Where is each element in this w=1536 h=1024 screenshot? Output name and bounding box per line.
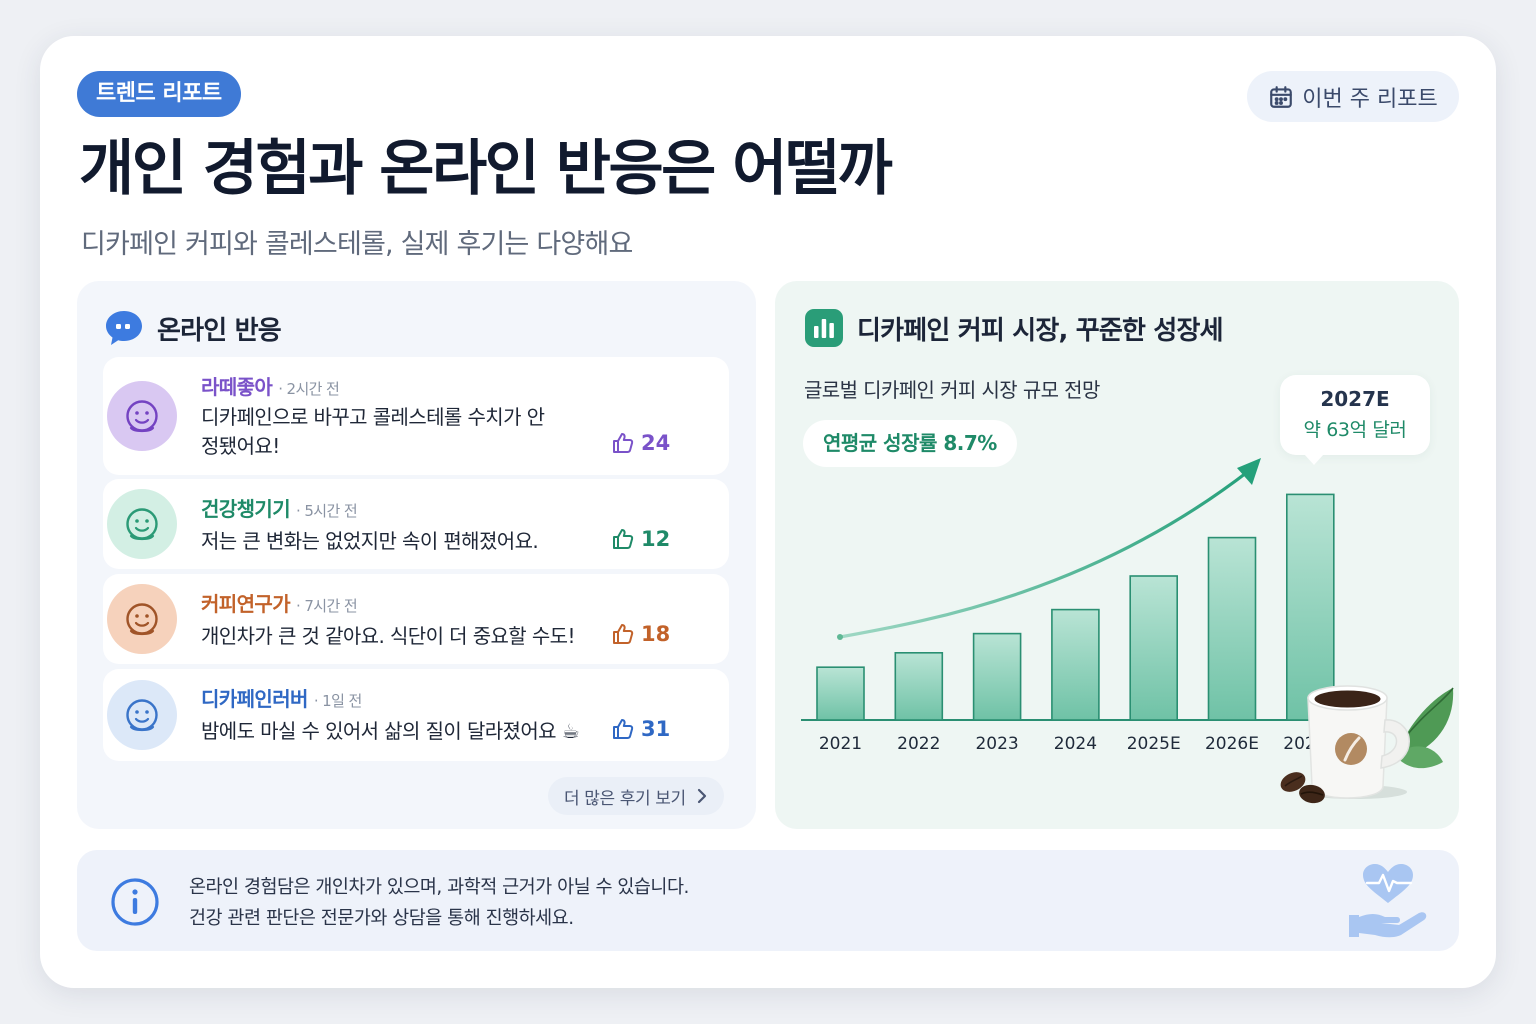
trend-report-badge: 트렌드 리포트 [77,71,241,117]
chart-panel-header: 디카페인 커피 시장, 꾸준한 성장세 [803,307,1224,349]
reviewer-name: 건강챙기기 · 5시간 전 [201,493,358,522]
bar-2022 [894,652,944,721]
review-card[interactable]: 커피연구가 · 7시간 전 개인차가 큰 것 같아요. 식단이 더 중요할 수도!… [103,574,729,664]
review-time: · 1일 전 [313,692,362,710]
review-text: 개인차가 큰 것 같아요. 식단이 더 중요할 수도! [201,624,575,648]
review-card[interactable]: 라떼좋아 · 2시간 전 디카페인으로 바꾸고 콜레스테롤 수치가 안정됐어요! … [103,357,729,475]
avatar [107,584,177,654]
like-count: 31 [641,717,671,741]
thumbs-up-icon [611,527,635,551]
review-time: · 7시간 전 [296,597,358,615]
x-tick-label: 2026E [1205,734,1259,754]
review-card[interactable]: 건강챙기기 · 5시간 전 저는 큰 변화는 없었지만 속이 편해졌어요. 12 [103,479,729,569]
avatar [107,680,177,750]
reviewer-name-text: 디카페인러버 [201,687,308,711]
bar-2026E [1207,536,1257,721]
review-card[interactable]: 디카페인러버 · 1일 전 밤에도 마실 수 있어서 삶의 질이 달라졌어요 ☕ … [103,669,729,761]
bar-2024 [1051,608,1100,721]
like-button[interactable]: 31 [611,717,670,741]
review-text: 저는 큰 변화는 없었지만 속이 편해졌어요. [201,529,539,553]
heart-in-hand-icon [1349,864,1427,938]
like-count: 18 [641,622,671,646]
reviewer-name: 커피연구가 · 7시간 전 [201,588,358,617]
like-button[interactable]: 12 [611,527,670,551]
this-week-report-button[interactable]: 이번 주 리포트 [1247,71,1459,122]
chat-bubble-icon [106,311,142,345]
review-time: · 2시간 전 [278,380,340,398]
x-tick-label: 2024 [1054,734,1097,754]
chart-subtitle: 글로벌 디카페인 커피 시장 규모 전망 [804,378,1100,402]
thumbs-up-icon [611,431,635,455]
callout-year: 2027E [1320,387,1390,411]
reviewer-name: 라떼좋아 · 2시간 전 [201,371,340,400]
smiley-face-icon [123,397,161,435]
notice-line-1: 온라인 경험담은 개인차가 있으며, 과학적 근거가 아닐 수 있습니다. [189,877,689,898]
like-button[interactable]: 24 [611,431,670,455]
trend-arrow-head [1237,458,1261,485]
info-icon [111,878,159,926]
like-count: 12 [641,527,671,551]
avatar [107,489,177,559]
week-button-label: 이번 주 리포트 [1302,86,1438,112]
x-tick-label: 2021 [819,734,862,754]
bar-2027E [1285,493,1335,721]
reviews-panel-header: 온라인 반응 [103,307,282,349]
reviewer-name-text: 라떼좋아 [201,375,273,399]
reviewer-name: 디카페인러버 · 1일 전 [201,683,362,712]
x-tick-label: 2025E [1127,734,1181,754]
bar-2021 [816,666,865,721]
notice-line-2: 건강 관련 판단은 전문가와 상담을 통해 진행하세요. [189,908,574,929]
page-subtitle: 디카페인 커피와 콜레스테롤, 실제 후기는 다양해요 [81,229,633,260]
cagr-badge: 연평균 성장률 8.7% [803,420,1017,467]
smiley-face-icon [123,505,161,543]
reviewer-name-text: 커피연구가 [201,592,291,616]
like-button[interactable]: 18 [611,622,670,646]
reviews-panel-title: 온라인 반응 [157,315,282,346]
chart-panel-title: 디카페인 커피 시장, 꾸준한 성장세 [857,315,1224,346]
thumbs-up-icon [611,622,635,646]
trend-arrow-start [837,634,843,640]
coffee-mug-illustration [1280,685,1454,804]
review-text: 밤에도 마실 수 있어서 삶의 질이 달라졌어요 ☕ [201,719,580,743]
smiley-face-icon [123,696,161,734]
chevron-right-icon [697,788,706,804]
bar-2025E [1129,575,1179,721]
trend-arrow-line [838,468,1252,639]
x-tick-label: 2022 [897,734,940,754]
reviewer-name-text: 건강챙기기 [201,497,291,521]
like-count: 24 [641,431,671,455]
more-reviews-label: 더 많은 후기 보기 [564,788,686,809]
x-tick-label: 2023 [975,734,1018,754]
bar-2023 [972,632,1022,721]
callout-value: 약 63억 달러 [1303,419,1407,441]
avatar [107,381,177,451]
bar-chart-icon [805,309,843,347]
page-title: 개인 경험과 온라인 반응은 어떨까 [79,134,893,204]
calendar-icon [1270,85,1293,108]
review-text: 디카페인으로 바꾸고 콜레스테롤 수치가 안정됐어요! [201,405,545,458]
more-reviews-button[interactable]: 더 많은 후기 보기 [548,777,724,815]
forecast-callout: 2027E 약 63억 달러 [1280,375,1430,465]
smiley-face-icon [123,600,161,638]
disclaimer-notice: 온라인 경험담은 개인차가 있으며, 과학적 근거가 아닐 수 있습니다. 건강… [77,850,1459,951]
review-time: · 5시간 전 [296,502,358,520]
thumbs-up-icon [611,717,635,741]
